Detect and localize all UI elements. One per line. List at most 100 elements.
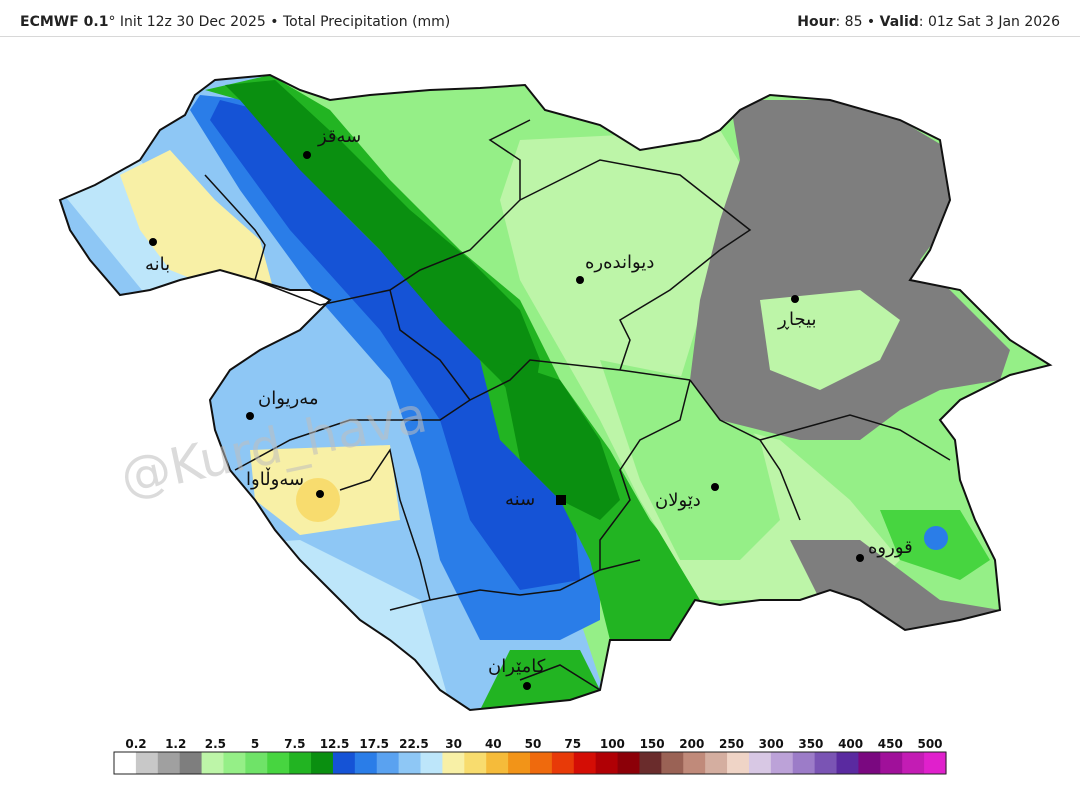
map-header: ECMWF 0.1° Init 12z 30 Dec 2025 • Total …	[0, 0, 1080, 37]
dark-blue-band	[210, 100, 580, 590]
legend-swatch	[464, 752, 487, 774]
legend-tick-label: 100	[600, 737, 625, 751]
legend-tick-label: 500	[917, 737, 942, 751]
border-divandarreh-east	[619, 249, 721, 371]
separator: •	[265, 14, 283, 30]
color-legend: 0.2 1.2 2.5 5 7.5 12.5 17.5 22.5 30 40 50 75 100 150 2…	[113, 737, 947, 775]
legend-swatch	[376, 752, 400, 774]
legend-swatch	[814, 752, 838, 774]
border-kamyaran-south	[519, 664, 601, 691]
degree-symbol: °	[108, 14, 116, 30]
legend-swatch	[792, 752, 816, 774]
legend-swatch	[770, 752, 794, 774]
legend-tick-label: 30	[445, 737, 462, 751]
legend-swatch	[245, 752, 268, 774]
city-label-divandarreh: دیواندەرە	[585, 252, 654, 273]
legend-tick-label: 200	[679, 737, 704, 751]
legend-swatch	[420, 752, 444, 774]
border-bijar-south	[759, 414, 951, 461]
city-label-saqez: سەقز	[317, 126, 361, 147]
legend-swatch	[902, 752, 925, 774]
border-divandarreh-bijar	[519, 159, 752, 251]
legend-tick-label: 50	[525, 737, 542, 751]
city-dot-saqez	[303, 151, 311, 159]
city-dot-sarvabad	[316, 490, 324, 498]
border-dehgolan-west	[599, 379, 691, 570]
separator-2: •	[862, 14, 880, 30]
legend-swatch	[924, 752, 947, 774]
hour-label: Hour	[797, 14, 836, 30]
yellow-core	[296, 478, 340, 522]
legend-tick-label: 250	[719, 737, 744, 751]
legend-swatch	[157, 752, 181, 774]
dark-green-band	[225, 80, 540, 420]
city-label-bane: بانە	[145, 254, 170, 275]
legend-ticks: 0.2 1.2 2.5 5 7.5 12.5 17.5 22.5 30 40 50 75 100 150 2…	[125, 737, 942, 751]
border-marivan	[234, 289, 472, 471]
legend-swatch	[289, 752, 312, 774]
legend-frame	[113, 751, 947, 775]
legend-swatch	[486, 752, 509, 774]
county-borders	[204, 119, 951, 691]
legend-swatch	[661, 752, 684, 774]
legend-swatch	[114, 752, 137, 774]
header-right: Hour: 85 • Valid: 01z Sat 3 Jan 2026	[797, 14, 1060, 30]
city-label-sarvabad: سەوڵاوا	[246, 467, 304, 490]
legend-tick-label: 22.5	[399, 737, 429, 751]
legend-swatch	[595, 752, 619, 774]
precip-fill	[60, 75, 1050, 710]
legend-swatch	[442, 752, 465, 774]
legend-tick-label: 150	[640, 737, 665, 751]
city-label-dehgolan: دێولان	[655, 490, 701, 511]
city-dot-bane	[149, 238, 157, 246]
legend-swatch	[617, 752, 641, 774]
city-square-sanandaj	[556, 495, 566, 505]
city-label-kamyaran: کامێران	[488, 656, 546, 677]
legend-swatch	[683, 752, 706, 774]
model-name: ECMWF 0.1	[20, 14, 109, 30]
legend-tick-label: 7.5	[284, 737, 305, 751]
legend-swatch	[705, 752, 728, 774]
city-label-sanandaj: سنە	[505, 489, 535, 510]
legend-swatch	[201, 752, 225, 774]
hour-value: : 85	[835, 14, 863, 30]
legend-swatch	[880, 752, 903, 774]
legend-swatch	[223, 752, 246, 774]
pale-green-zone	[500, 130, 900, 600]
city-label-qorveh: قوروە	[868, 537, 913, 558]
precipitation-map: سەقز بانە دیواندەرە بیجاڕ مەریوان سەوڵاو…	[59, 74, 1051, 711]
city-label-marivan: مەریوان	[258, 388, 319, 409]
legend-swatch	[311, 752, 334, 774]
legend-tick-label: 2.5	[205, 737, 226, 751]
border-kamyaran	[429, 559, 641, 601]
city-dot-bijar	[791, 295, 799, 303]
legend-tick-label: 300	[759, 737, 784, 751]
legend-swatch	[135, 752, 159, 774]
legend-tick-label: 450	[878, 737, 903, 751]
legend-swatches	[114, 752, 947, 774]
product-name: Total Precipitation (mm)	[282, 14, 451, 30]
dark-green-core	[500, 360, 620, 520]
city-markers: سەقز بانە دیواندەرە بیجاڕ مەریوان سەوڵاو…	[145, 126, 913, 690]
blue-dot-qorveh	[924, 526, 948, 550]
legend-tick-label: 5	[251, 737, 259, 751]
legend-tick-label: 350	[798, 737, 823, 751]
legend-tick-label: 75	[564, 737, 581, 751]
city-dot-dehgolan	[711, 483, 719, 491]
city-dot-qorveh	[856, 554, 864, 562]
legend-swatch	[639, 752, 662, 774]
green-south-tip	[480, 650, 600, 710]
green-hole-bijar	[760, 290, 900, 390]
legend-swatch	[267, 752, 290, 774]
init-time: Init 12z 30 Dec 2025	[115, 14, 266, 30]
legend-swatch	[727, 752, 750, 774]
border-bane-saqez	[204, 174, 266, 281]
border-saqez-south	[254, 119, 531, 306]
legend-swatch	[508, 752, 531, 774]
city-dot-marivan	[246, 412, 254, 420]
city-dot-divandarreh	[576, 276, 584, 284]
legend-tick-label: 40	[485, 737, 502, 751]
city-dot-kamyaran	[523, 682, 531, 690]
legend-swatch	[398, 752, 422, 774]
legend-swatch	[354, 752, 378, 774]
